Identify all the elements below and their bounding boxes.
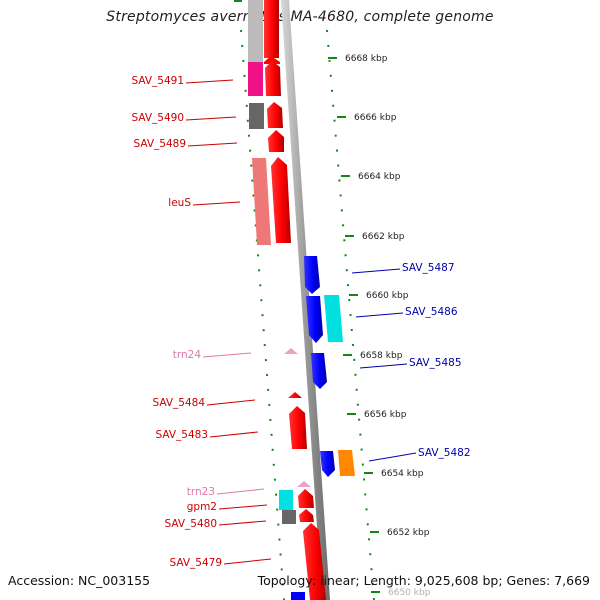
gene-label-leader	[218, 520, 267, 526]
feature-lightgray-top	[248, 0, 263, 62]
gene-label-leader	[187, 142, 238, 147]
feature-leus	[271, 157, 291, 243]
gene-label-leader	[206, 399, 256, 406]
feature-sav5491-category	[248, 62, 263, 96]
left-dotted-guide	[240, 29, 285, 600]
gene-label[interactable]: gpm2	[187, 501, 217, 513]
gene-label[interactable]: SAV_5489	[133, 138, 186, 150]
scale-tick-label: 6650 kbp	[388, 588, 431, 598]
feature-sav5490	[267, 102, 283, 128]
gene-label[interactable]: SAV_5480	[164, 518, 217, 530]
gene-label[interactable]: trn23	[187, 486, 215, 498]
gene-label-leader	[209, 431, 259, 438]
gene-label-leader	[223, 558, 272, 565]
gene-label-leader	[355, 312, 404, 318]
accession-text: Accession: NC_003155	[8, 573, 151, 588]
feature-sav5479	[303, 523, 326, 600]
gene-label[interactable]: leuS	[168, 197, 191, 209]
feature-sav5486-category	[324, 295, 343, 342]
map-title: Streptomyces avermitilis MA-4680, comple…	[106, 9, 494, 25]
gene-label[interactable]: SAV_5490	[131, 112, 184, 124]
scale-tick-label: 6656 kbp	[364, 410, 407, 420]
feature-gpm2	[298, 489, 314, 508]
feature-trn23	[297, 481, 311, 487]
gene-label-leader	[351, 268, 401, 274]
scale-tick-label: 6664 kbp	[358, 172, 401, 182]
gene-label[interactable]: SAV_5485	[409, 357, 462, 369]
gene-label[interactable]: SAV_5491	[131, 75, 184, 87]
gene-label-leader	[359, 363, 408, 369]
scale-tick-label: 6660 kbp	[366, 291, 409, 301]
gene-label-leader	[218, 504, 268, 510]
feature-sav5480-category	[282, 510, 296, 524]
feature-sav5484	[288, 392, 302, 398]
gene-label[interactable]: SAV_5484	[152, 397, 205, 409]
scale-tick-label: 6654 kbp	[381, 469, 424, 479]
scale-ticks: 6668 kbp 6666 kbp 6664 kbp 6662 kbp 6660 kbp…	[328, 54, 431, 598]
gene-label[interactable]: SAV_5479	[169, 557, 222, 569]
gene-label[interactable]: trn24	[173, 349, 202, 361]
gene-label[interactable]: SAV_5482	[418, 447, 471, 459]
gene-label-leader	[192, 201, 241, 206]
feature-gpm2-category	[279, 490, 293, 510]
gene-label[interactable]: SAV_5486	[405, 306, 458, 318]
feature-leus-category	[252, 158, 271, 245]
gene-label-leader	[185, 79, 234, 84]
feature-sav5485	[311, 353, 327, 389]
feature-sav5482-category	[338, 450, 355, 476]
top-green-dash	[234, 0, 242, 2]
gene-label[interactable]: SAV_5487	[402, 262, 455, 274]
gene-label[interactable]: SAV_5483	[155, 429, 208, 441]
feature-bottom-blue	[291, 592, 305, 600]
gene-label-leader	[185, 116, 237, 121]
feature-sav5486	[306, 296, 323, 343]
feature-sav5489	[268, 130, 284, 152]
feature-sav5490-category	[249, 103, 264, 129]
feature-sav5491	[265, 61, 281, 96]
right-dotted-guide	[326, 29, 375, 600]
gene-label-leader	[216, 488, 265, 495]
scale-tick-label: 6666 kbp	[354, 113, 397, 123]
genome-backbone	[281, 0, 330, 600]
feature-sav5483	[289, 406, 307, 449]
gene-labels: SAV_5491 SAV_5490 SAV_5489 leuS SAV_5487 SAV_…	[131, 75, 470, 569]
genome-summary-text: Topology: linear; Length: 9,025,608 bp; …	[257, 573, 590, 588]
feature-sav5482	[320, 451, 335, 477]
feature-trn24	[284, 348, 298, 354]
feature-red-top	[264, 0, 279, 58]
feature-sav5480	[299, 509, 314, 522]
feature-red-top-head	[264, 56, 280, 64]
gene-label-leader	[368, 452, 417, 462]
gene-label-leader	[202, 352, 252, 358]
scale-tick-label: 6668 kbp	[345, 54, 388, 64]
scale-tick-label: 6658 kbp	[360, 351, 403, 361]
scale-tick-label: 6652 kbp	[387, 528, 430, 538]
scale-tick-label: 6662 kbp	[362, 232, 405, 242]
feature-sav5487	[304, 256, 320, 294]
